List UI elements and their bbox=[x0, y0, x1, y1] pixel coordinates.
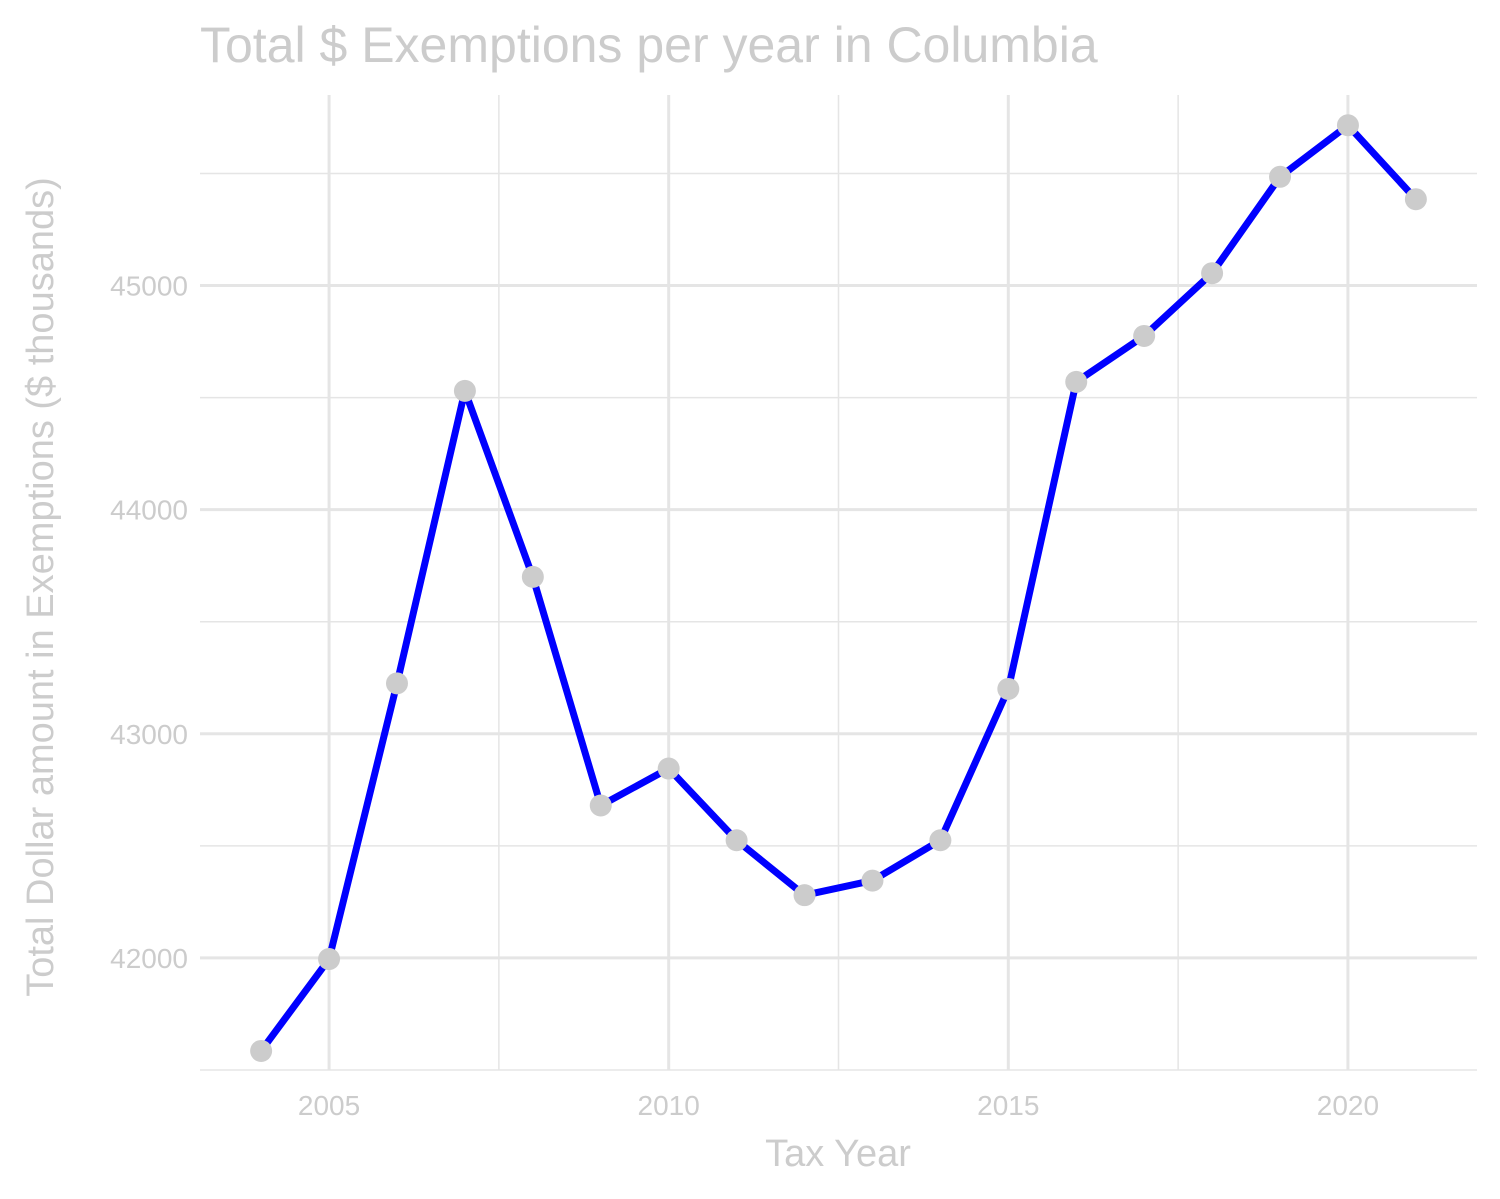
data-point bbox=[997, 677, 1020, 700]
data-point bbox=[929, 829, 952, 852]
y-tick-labels: 42000 43000 44000 45000 bbox=[110, 271, 188, 974]
data-point bbox=[250, 1039, 273, 1062]
x-tick-label: 2010 bbox=[638, 1090, 700, 1121]
data-point bbox=[861, 869, 884, 892]
y-tick-label: 45000 bbox=[110, 271, 188, 302]
chart-title: Total $ Exemptions per year in Columbia bbox=[200, 17, 1098, 73]
minor-gridlines bbox=[200, 95, 1477, 1071]
data-point bbox=[657, 757, 680, 780]
data-point bbox=[1133, 324, 1156, 347]
data-point bbox=[521, 565, 544, 588]
x-tick-label: 2005 bbox=[298, 1090, 360, 1121]
data-point bbox=[1404, 188, 1427, 211]
series-line bbox=[258, 121, 1419, 1053]
major-gridlines bbox=[200, 95, 1477, 1070]
data-point bbox=[453, 379, 476, 402]
data-point bbox=[385, 672, 408, 695]
y-tick-label: 42000 bbox=[110, 943, 188, 974]
y-tick-label: 44000 bbox=[110, 495, 188, 526]
data-points bbox=[250, 114, 1427, 1062]
x-tick-label: 2015 bbox=[977, 1090, 1039, 1121]
data-point bbox=[1336, 114, 1359, 137]
data-point bbox=[1269, 165, 1292, 188]
data-point bbox=[1065, 370, 1088, 393]
y-axis-title: Total Dollar amount in Exemptions ($ tho… bbox=[20, 177, 62, 997]
data-point bbox=[793, 884, 816, 907]
x-tick-label: 2020 bbox=[1317, 1090, 1379, 1121]
x-axis-title: Tax Year bbox=[765, 1133, 911, 1175]
data-point bbox=[589, 794, 612, 817]
data-point bbox=[318, 948, 341, 971]
data-point bbox=[1201, 262, 1224, 285]
y-tick-label: 43000 bbox=[110, 719, 188, 750]
x-tick-labels: 2005 2010 2015 2020 bbox=[298, 1090, 1379, 1121]
data-point bbox=[725, 829, 748, 852]
